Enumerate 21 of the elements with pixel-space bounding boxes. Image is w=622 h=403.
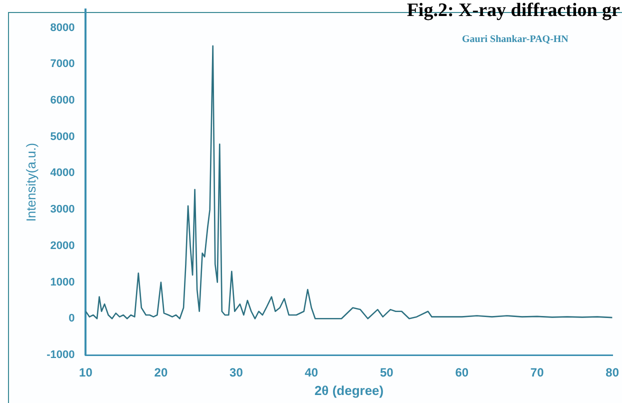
y-tick-label: 0 xyxy=(68,312,75,325)
x-tick-label: 60 xyxy=(455,366,469,380)
x-tick-label: 10 xyxy=(79,366,93,380)
x-tick-label: 80 xyxy=(606,366,620,380)
x-tick-label: 70 xyxy=(530,366,544,380)
y-tick-label: 1000 xyxy=(50,276,75,288)
y-tick-label: 3000 xyxy=(50,204,75,216)
y-tick-label: 8000 xyxy=(50,22,75,34)
y-tick-label: 5000 xyxy=(50,130,75,143)
y-tick-label: 7000 xyxy=(50,58,75,70)
x-tick-label: 40 xyxy=(304,366,318,380)
y-tick-label: 6000 xyxy=(50,94,75,107)
y-tick-label: 4000 xyxy=(50,167,75,180)
y-tick-label: 2000 xyxy=(50,240,75,252)
y-axis-title: Intensity(a.u.) xyxy=(23,142,38,222)
x-axis-title: 2θ (degree) xyxy=(314,382,384,398)
y-tick-label: -1000 xyxy=(46,349,75,362)
annotation: Gauri Shankar-PAQ-HN xyxy=(462,34,568,45)
x-tick-label: 20 xyxy=(154,366,168,380)
x-tick-label: 30 xyxy=(230,366,244,380)
x-tick-label: 50 xyxy=(380,366,394,380)
